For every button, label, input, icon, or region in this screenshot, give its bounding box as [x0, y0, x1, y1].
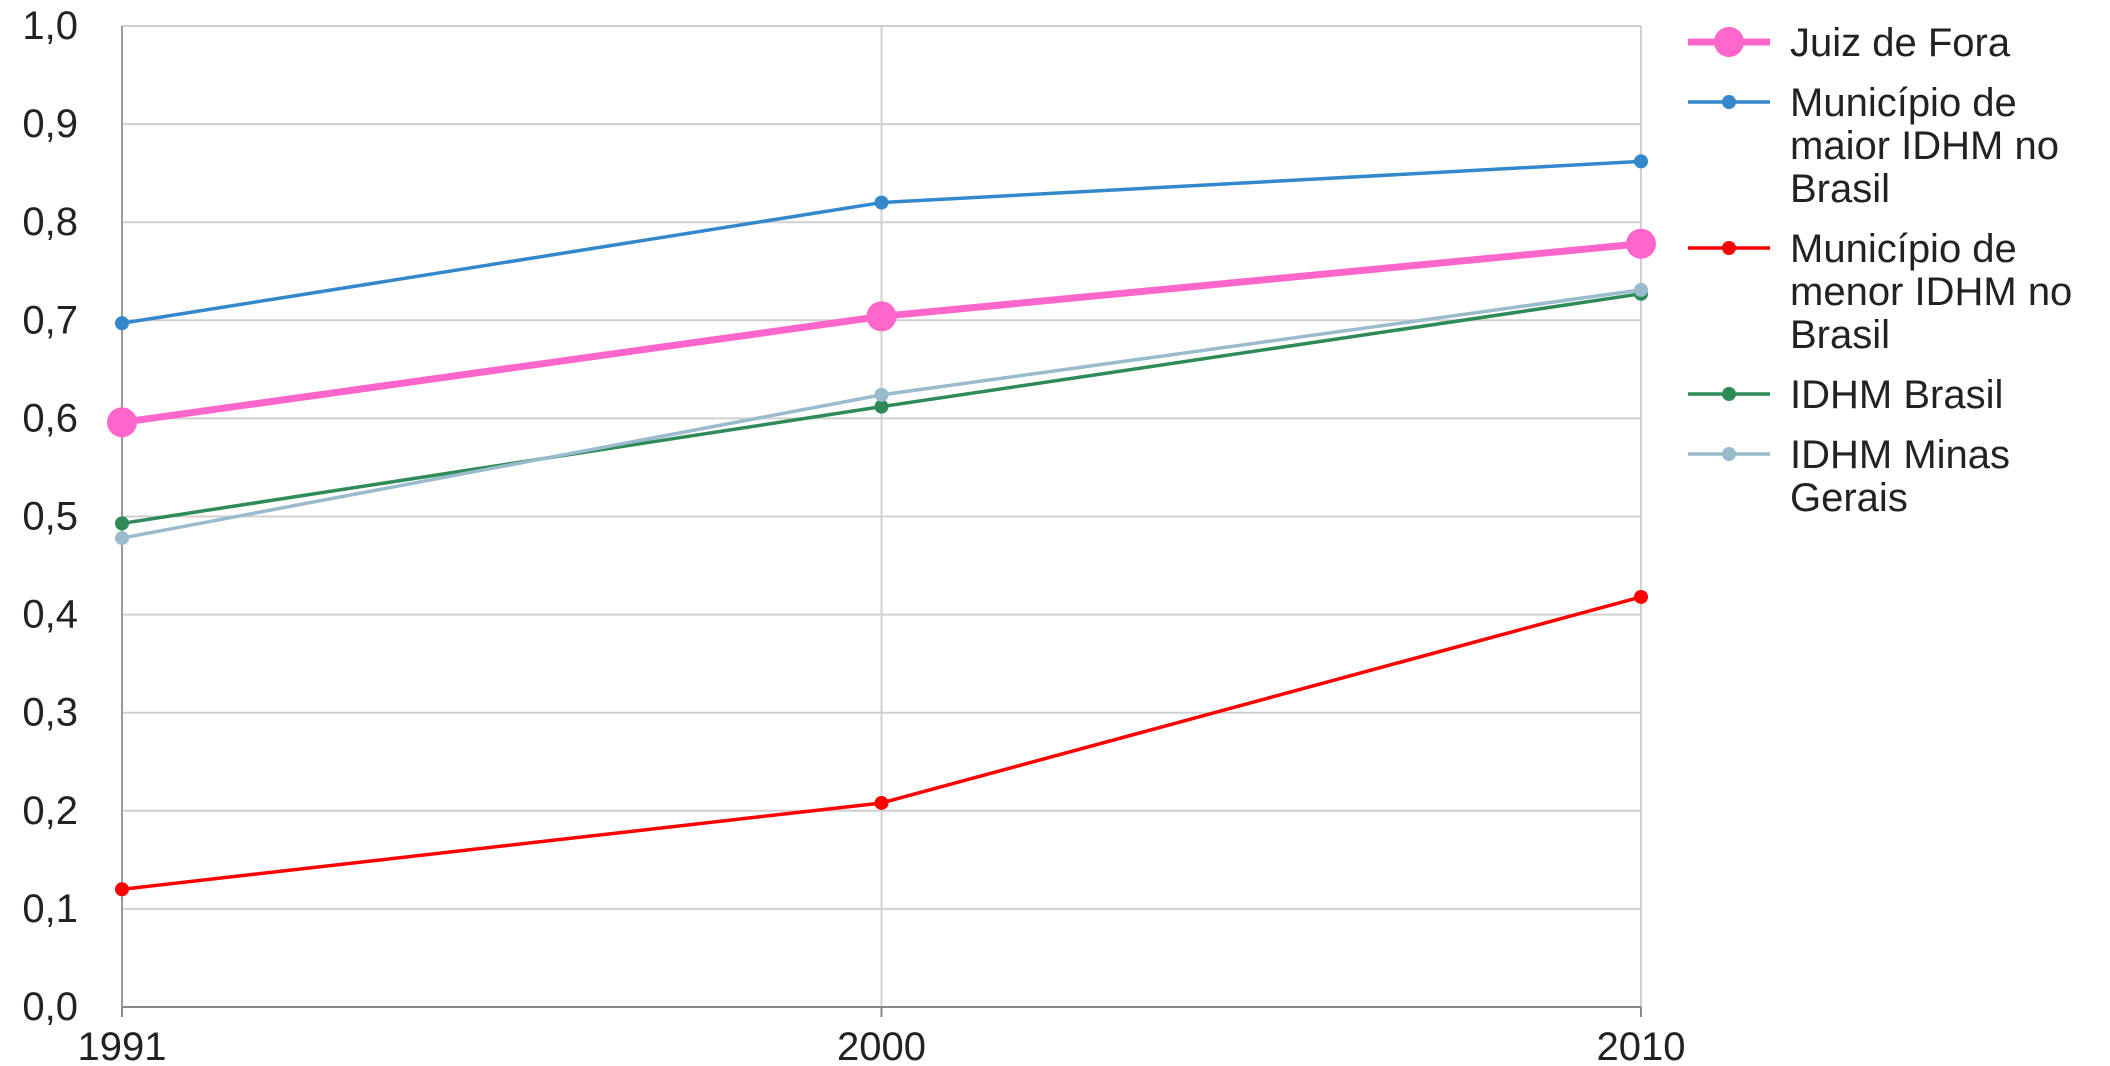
data-point	[874, 795, 889, 810]
y-tick-label: 0,5	[22, 495, 78, 539]
legend-label: Município de	[1790, 81, 2017, 125]
legend-label: maior IDHM no	[1790, 124, 2059, 168]
x-tick-label: 1991	[78, 1025, 167, 1066]
data-point	[1634, 589, 1648, 604]
y-tick-label: 0,8	[22, 200, 78, 244]
legend-swatch-marker	[1722, 387, 1736, 401]
series-lines	[107, 154, 1656, 897]
axes: 0,0 0,1 0,2 0,3 0,4 0,5 0,6 0,7 0,8 0,9 1,0 1991 200…	[22, 4, 1685, 1066]
data-point	[1634, 154, 1648, 169]
data-point	[107, 407, 137, 438]
data-point	[115, 316, 129, 331]
data-point	[866, 301, 897, 332]
legend-label: menor IDHM no	[1790, 270, 2072, 314]
legend-label: Brasil	[1790, 167, 1890, 211]
series-4	[115, 282, 1648, 546]
legend-item: Juiz de Fora	[1688, 21, 2011, 65]
data-point	[1626, 228, 1656, 259]
series-2	[115, 589, 1648, 897]
legend-label: Brasil	[1790, 313, 1890, 357]
data-point	[874, 195, 889, 210]
y-tick-label: 1,0	[22, 4, 78, 48]
x-tick-label: 2010	[1597, 1025, 1686, 1066]
data-point	[1634, 282, 1648, 297]
legend-swatch-marker	[1722, 95, 1736, 109]
legend-item: IDHM Brasil	[1688, 373, 2003, 417]
y-tick-label: 0,2	[22, 789, 78, 833]
legend-label: Juiz de Fora	[1790, 21, 2011, 65]
series-0	[107, 228, 1656, 438]
legend-swatch-marker	[1722, 241, 1736, 255]
data-point	[115, 516, 129, 531]
y-tick-label: 0,9	[22, 102, 78, 146]
legend-label: IDHM Minas	[1790, 433, 2010, 477]
legend-label: IDHM Brasil	[1790, 373, 2003, 417]
y-tick-label: 0,7	[22, 298, 78, 342]
data-point	[115, 882, 129, 897]
data-point	[874, 399, 889, 414]
legend-label: Gerais	[1790, 476, 1908, 520]
y-tick-label: 0,1	[22, 887, 78, 931]
series-1	[115, 154, 1648, 331]
legend-swatch-marker	[1714, 27, 1744, 57]
y-tick-label: 0,3	[22, 691, 78, 735]
y-tick-label: 0,6	[22, 396, 78, 440]
data-point	[115, 531, 129, 546]
x-tick-label: 2000	[837, 1025, 926, 1066]
legend-swatch-marker	[1722, 447, 1736, 461]
legend-label: Município de	[1790, 227, 2017, 271]
series-3	[115, 286, 1648, 531]
data-point	[874, 387, 889, 402]
y-tick-label: 0,0	[22, 985, 78, 1029]
y-tick-label: 0,4	[22, 593, 78, 637]
